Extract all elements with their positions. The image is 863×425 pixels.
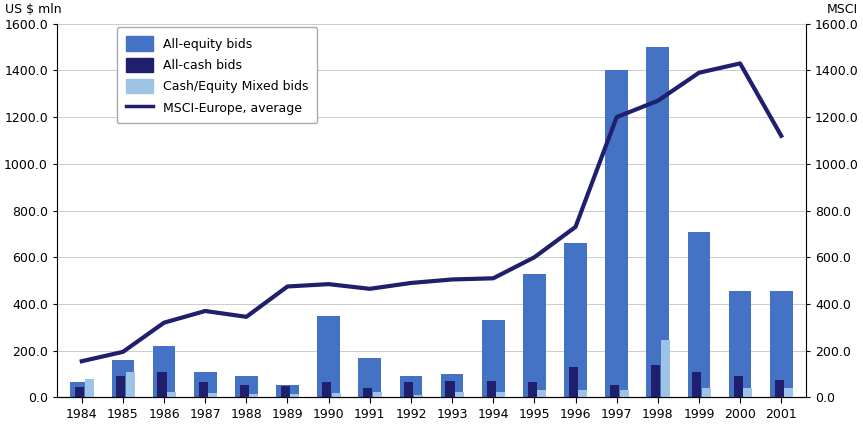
Bar [728,291,752,397]
Bar [235,377,258,397]
Bar [569,367,578,397]
Bar [528,382,537,397]
Text: MSCI: MSCI [828,3,859,16]
Bar [331,393,341,397]
Bar [249,394,258,397]
Text: US $ mln: US $ mln [4,3,61,16]
Bar [702,388,711,397]
Bar [71,382,93,397]
Bar [280,386,290,397]
Bar [688,232,710,397]
Bar [117,377,125,397]
Bar [605,71,628,397]
Bar [126,372,135,397]
Bar [646,47,669,397]
Bar [413,395,423,397]
Bar [652,365,660,397]
Bar [784,388,793,397]
Legend: All-equity bids, All-cash bids, Cash/Equity Mixed bids, MSCI-Europe, average: All-equity bids, All-cash bids, Cash/Equ… [117,28,318,123]
Bar [322,382,331,397]
Bar [455,391,464,397]
Bar [482,320,505,397]
Bar [198,382,208,397]
Bar [770,291,792,397]
Bar [743,388,752,397]
Bar [734,377,742,397]
Bar [523,274,545,397]
Bar [111,360,135,397]
Bar [405,382,413,397]
Bar [564,243,587,397]
Bar [620,391,628,397]
Bar [157,372,167,397]
Bar [290,394,299,397]
Bar [400,377,422,397]
Bar [538,391,546,397]
Bar [194,372,217,397]
Bar [578,391,588,397]
Bar [363,388,372,397]
Bar [276,385,299,397]
Bar [692,372,702,397]
Bar [610,385,619,397]
Bar [153,346,175,397]
Bar [373,391,381,397]
Bar [75,387,85,397]
Bar [358,358,381,397]
Bar [661,340,670,397]
Bar [167,391,176,397]
Bar [208,393,217,397]
Bar [775,380,784,397]
Bar [318,316,340,397]
Bar [445,381,455,397]
Bar [85,379,94,397]
Bar [487,381,495,397]
Bar [441,374,463,397]
Bar [496,391,505,397]
Bar [240,385,249,397]
